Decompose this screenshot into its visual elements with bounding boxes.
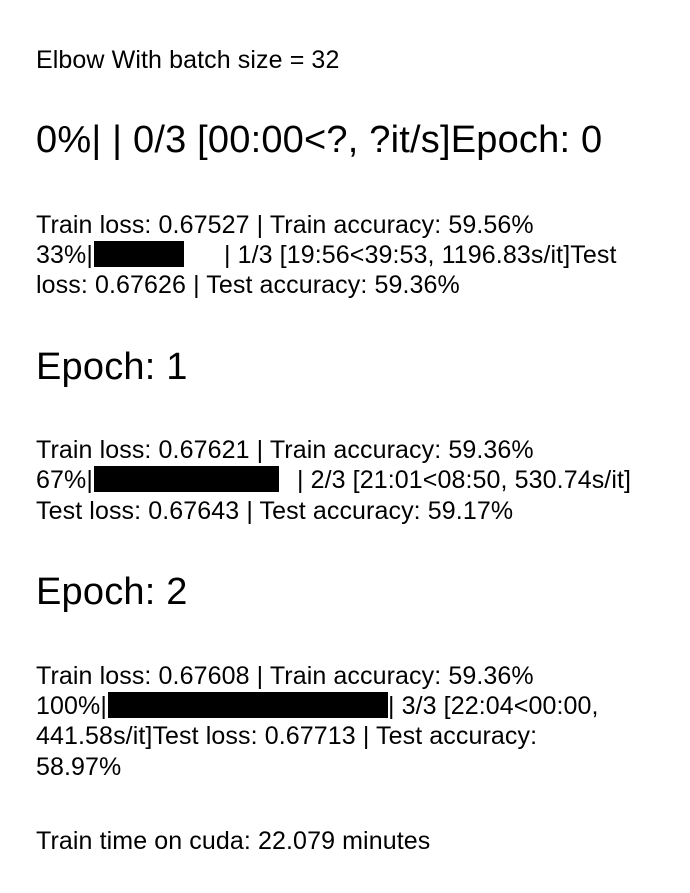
- epoch2-heading: Epoch: 2: [36, 571, 188, 613]
- epoch2-train-line: Train loss: 0.67608 | Train accuracy: 59…: [36, 662, 534, 690]
- epoch0-train-line: Train loss: 0.67527 | Train accuracy: 59…: [36, 211, 534, 239]
- epoch0-test-line: loss: 0.67626 | Test accuracy: 59.36%: [36, 271, 460, 299]
- epoch0-progress-status: | 1/3 [19:56<39:53, 1196.83s/it]Test: [223, 241, 617, 269]
- epoch0-percent: 33%|: [36, 241, 93, 269]
- train-time-footer: Train time on cuda: 22.079 minutes: [36, 827, 431, 855]
- epoch2-percent: 100%|: [36, 692, 107, 720]
- progress-start-line: 0%| | 0/3 [00:00<?, ?it/s]Epoch: 0: [36, 119, 603, 161]
- epoch0-progress-bar: [93, 241, 184, 267]
- epoch0-progress-line: 33%| | 1/3 [19:56<39:53, 1196.83s/it]Test: [36, 240, 617, 270]
- epoch2-test-line: 441.58s/it]Test loss: 0.67713 | Test acc…: [36, 722, 538, 750]
- epoch1-progress-line: 67%| | 2/3 [21:01<08:50, 530.74s/it]: [36, 465, 631, 495]
- batch-size-header: Elbow With batch size = 32: [36, 46, 340, 74]
- epoch1-heading: Epoch: 1: [36, 346, 188, 388]
- epoch2-progress-line: 100%| | 3/3 [22:04<00:00,: [36, 691, 599, 721]
- epoch2-progress-status: | 3/3 [22:04<00:00,: [387, 692, 599, 720]
- epoch2-test-line-cont: 58.97%: [36, 753, 122, 781]
- epoch1-progress-bar: [93, 466, 279, 492]
- epoch1-progress-status: | 2/3 [21:01<08:50, 530.74s/it]: [296, 466, 632, 494]
- epoch1-percent: 67%|: [36, 466, 93, 494]
- epoch2-progress-bar: [107, 692, 388, 718]
- epoch1-train-line: Train loss: 0.67621 | Train accuracy: 59…: [36, 436, 534, 464]
- epoch1-test-line: Test loss: 0.67643 | Test accuracy: 59.1…: [36, 497, 514, 525]
